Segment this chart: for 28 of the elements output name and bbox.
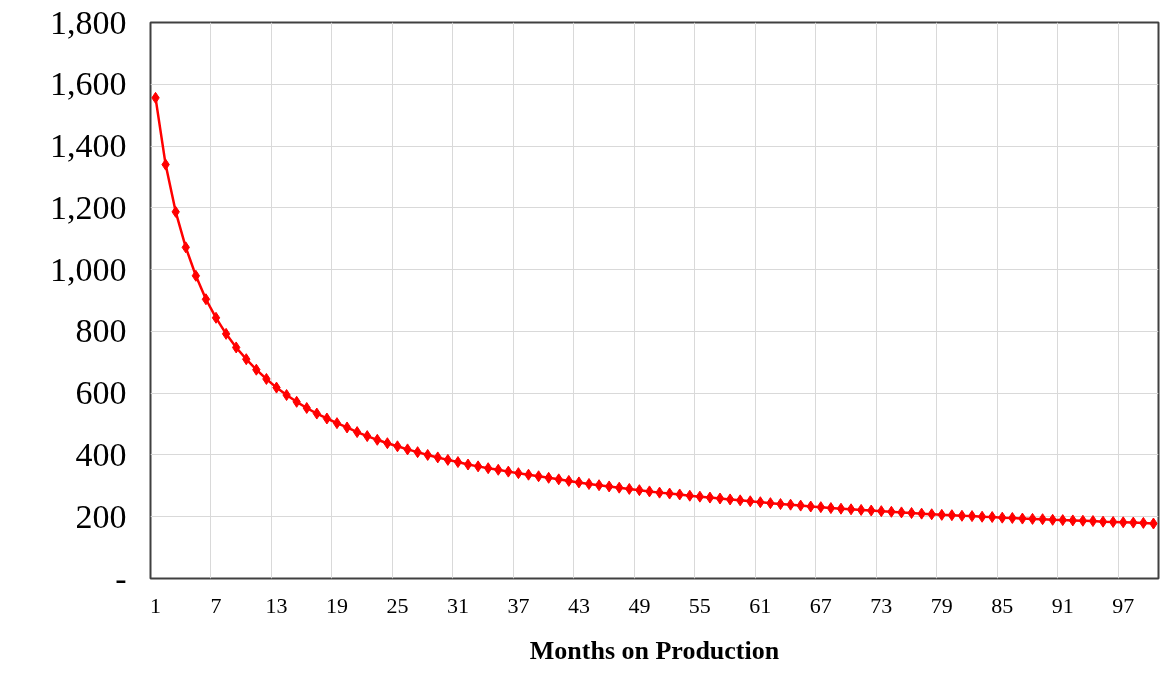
x-tick-label: 79 xyxy=(930,592,953,618)
y-tick-label: 400 xyxy=(75,435,127,473)
x-tick-label: 43 xyxy=(567,592,590,618)
x-tick-label: 97 xyxy=(1112,592,1135,618)
x-tick-label: 37 xyxy=(507,592,530,618)
x-tick-label: 31 xyxy=(446,592,469,618)
x-tick-label: 61 xyxy=(749,592,772,618)
x-tick-label: 25 xyxy=(386,592,409,618)
y-tick-label: - xyxy=(115,559,127,597)
x-tick-label: 1 xyxy=(150,592,162,618)
x-tick-label: 73 xyxy=(870,592,893,618)
x-axis-title: Months on Production xyxy=(529,635,780,665)
y-tick-label: 1,400 xyxy=(50,127,127,165)
y-tick-label: 1,600 xyxy=(50,65,127,103)
y-tick-label: 800 xyxy=(75,312,127,350)
y-tick-label: 1,000 xyxy=(50,250,127,288)
y-tick-label: 200 xyxy=(75,497,127,535)
x-tick-label: 85 xyxy=(991,592,1014,618)
x-tick-label: 91 xyxy=(1051,592,1074,618)
x-tick-label: 19 xyxy=(325,592,348,618)
x-tick-label: 7 xyxy=(210,592,222,618)
y-tick-label: 1,800 xyxy=(50,3,127,41)
x-tick-label: 49 xyxy=(628,592,651,618)
x-tick-label: 55 xyxy=(688,592,711,618)
x-tick-label: 67 xyxy=(809,592,832,618)
y-tick-label: 1,200 xyxy=(50,188,127,226)
x-tick-label: 13 xyxy=(265,592,288,618)
y-tick-label: 600 xyxy=(75,374,127,412)
